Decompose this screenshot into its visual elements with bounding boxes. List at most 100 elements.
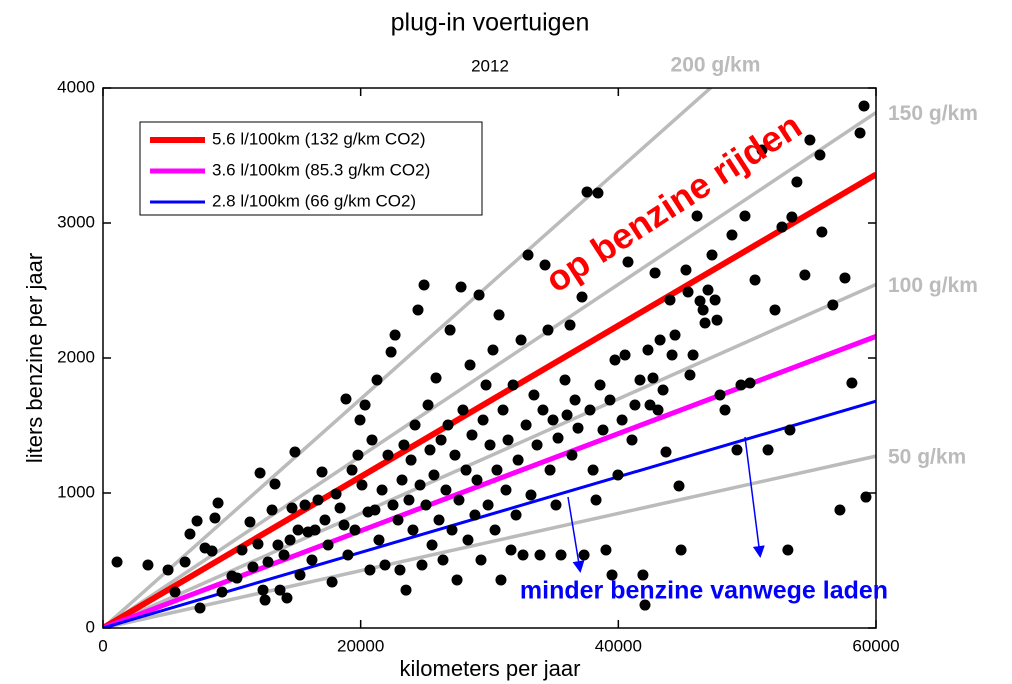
scatter-point (369, 504, 381, 516)
scatter-point (642, 344, 654, 356)
scatter-point (552, 432, 564, 444)
scatter-point (854, 127, 866, 139)
scatter-point (626, 434, 638, 446)
scatter-point (364, 564, 376, 576)
scatter-point (420, 499, 432, 511)
scatter-point (664, 294, 676, 306)
scatter-point (231, 572, 243, 584)
scatter-point (639, 599, 651, 611)
scatter-point (349, 524, 361, 536)
x-tick-label: 40000 (595, 636, 642, 655)
scatter-point (502, 434, 514, 446)
scatter-point (609, 354, 621, 366)
scatter-point (284, 534, 296, 546)
scatter-point (804, 134, 816, 146)
scatter-point (739, 210, 751, 222)
scatter-point (684, 369, 696, 381)
scatter-point (400, 584, 412, 596)
y-tick-label: 1000 (57, 482, 95, 501)
scatter-points (111, 100, 872, 614)
y-tick-label: 0 (86, 617, 95, 636)
scatter-point (179, 556, 191, 568)
legend-label: 2.8 l/100km (66 g/km CO2) (212, 191, 416, 210)
scatter-point (702, 284, 714, 296)
y-tick-label: 3000 (57, 212, 95, 231)
y-tick-label: 4000 (57, 77, 95, 96)
scatter-point (756, 144, 768, 156)
scatter-point (460, 464, 472, 476)
scatter-point (457, 404, 469, 416)
scatter-point (322, 539, 334, 551)
scatter-point (469, 509, 481, 521)
scatter-point (590, 494, 602, 506)
scatter-point (316, 466, 328, 478)
scatter-point (657, 384, 669, 396)
scatter-point (484, 439, 496, 451)
annotation: op benzine rijden (538, 105, 809, 301)
scatter-point (606, 569, 618, 581)
scatter-point (839, 272, 851, 284)
scatter-point (564, 319, 576, 331)
scatter-point (497, 404, 509, 416)
scatter-point (491, 464, 503, 476)
scatter-point (555, 549, 567, 561)
scatter-point (709, 294, 721, 306)
scatter-point (619, 349, 631, 361)
scatter-point (259, 594, 271, 606)
scatter-point (769, 304, 781, 316)
scatter-point (373, 534, 385, 546)
scatter-point (312, 494, 324, 506)
scatter-point (309, 524, 321, 536)
scatter-point (561, 409, 573, 421)
scatter-point (405, 454, 417, 466)
scatter-point (510, 509, 522, 521)
scatter-point (442, 419, 454, 431)
scatter-point (359, 399, 371, 411)
scatter-point (697, 304, 709, 316)
scatter-point (184, 528, 196, 540)
scatter-point (495, 574, 507, 586)
scatter-point (294, 569, 306, 581)
reference-label: 50 g/km (888, 446, 966, 469)
scatter-point (209, 512, 221, 524)
scatter-point (749, 274, 761, 286)
scatter-point (666, 349, 678, 361)
scatter-point (409, 419, 421, 431)
scatter-point (604, 394, 616, 406)
scatter-point (762, 444, 774, 456)
scatter-point (675, 544, 687, 556)
scatter-point (520, 419, 532, 431)
scatter-point (278, 549, 290, 561)
scatter-point (816, 226, 828, 238)
scatter-point (446, 524, 458, 536)
scatter-point (412, 304, 424, 316)
scatter-point (680, 264, 692, 276)
reference-label: 200 g/km (671, 54, 761, 77)
reference-lines (103, 88, 876, 628)
series-line (103, 399, 876, 628)
scatter-point (814, 149, 826, 161)
scatter-point (433, 514, 445, 526)
scatter-point (735, 379, 747, 391)
scatter-point (437, 554, 449, 566)
arrow (744, 436, 765, 558)
scatter-point (550, 499, 562, 511)
scatter-point (660, 446, 672, 458)
scatter-point (216, 586, 228, 598)
scatter-point (673, 480, 685, 492)
scatter-point (786, 211, 798, 223)
scatter-point (407, 524, 419, 536)
scatter-point (430, 372, 442, 384)
scatter-point (142, 559, 154, 571)
reference-line (103, 111, 876, 628)
scatter-point (334, 502, 346, 514)
scatter-point (537, 404, 549, 416)
scatter-point (385, 346, 397, 358)
scatter-point (791, 176, 803, 188)
scatter-point (428, 469, 440, 481)
x-tick-label: 20000 (337, 636, 384, 655)
scatter-point (475, 554, 487, 566)
scatter-point (111, 556, 123, 568)
scatter-point (858, 100, 870, 112)
scatter-point (247, 561, 259, 573)
